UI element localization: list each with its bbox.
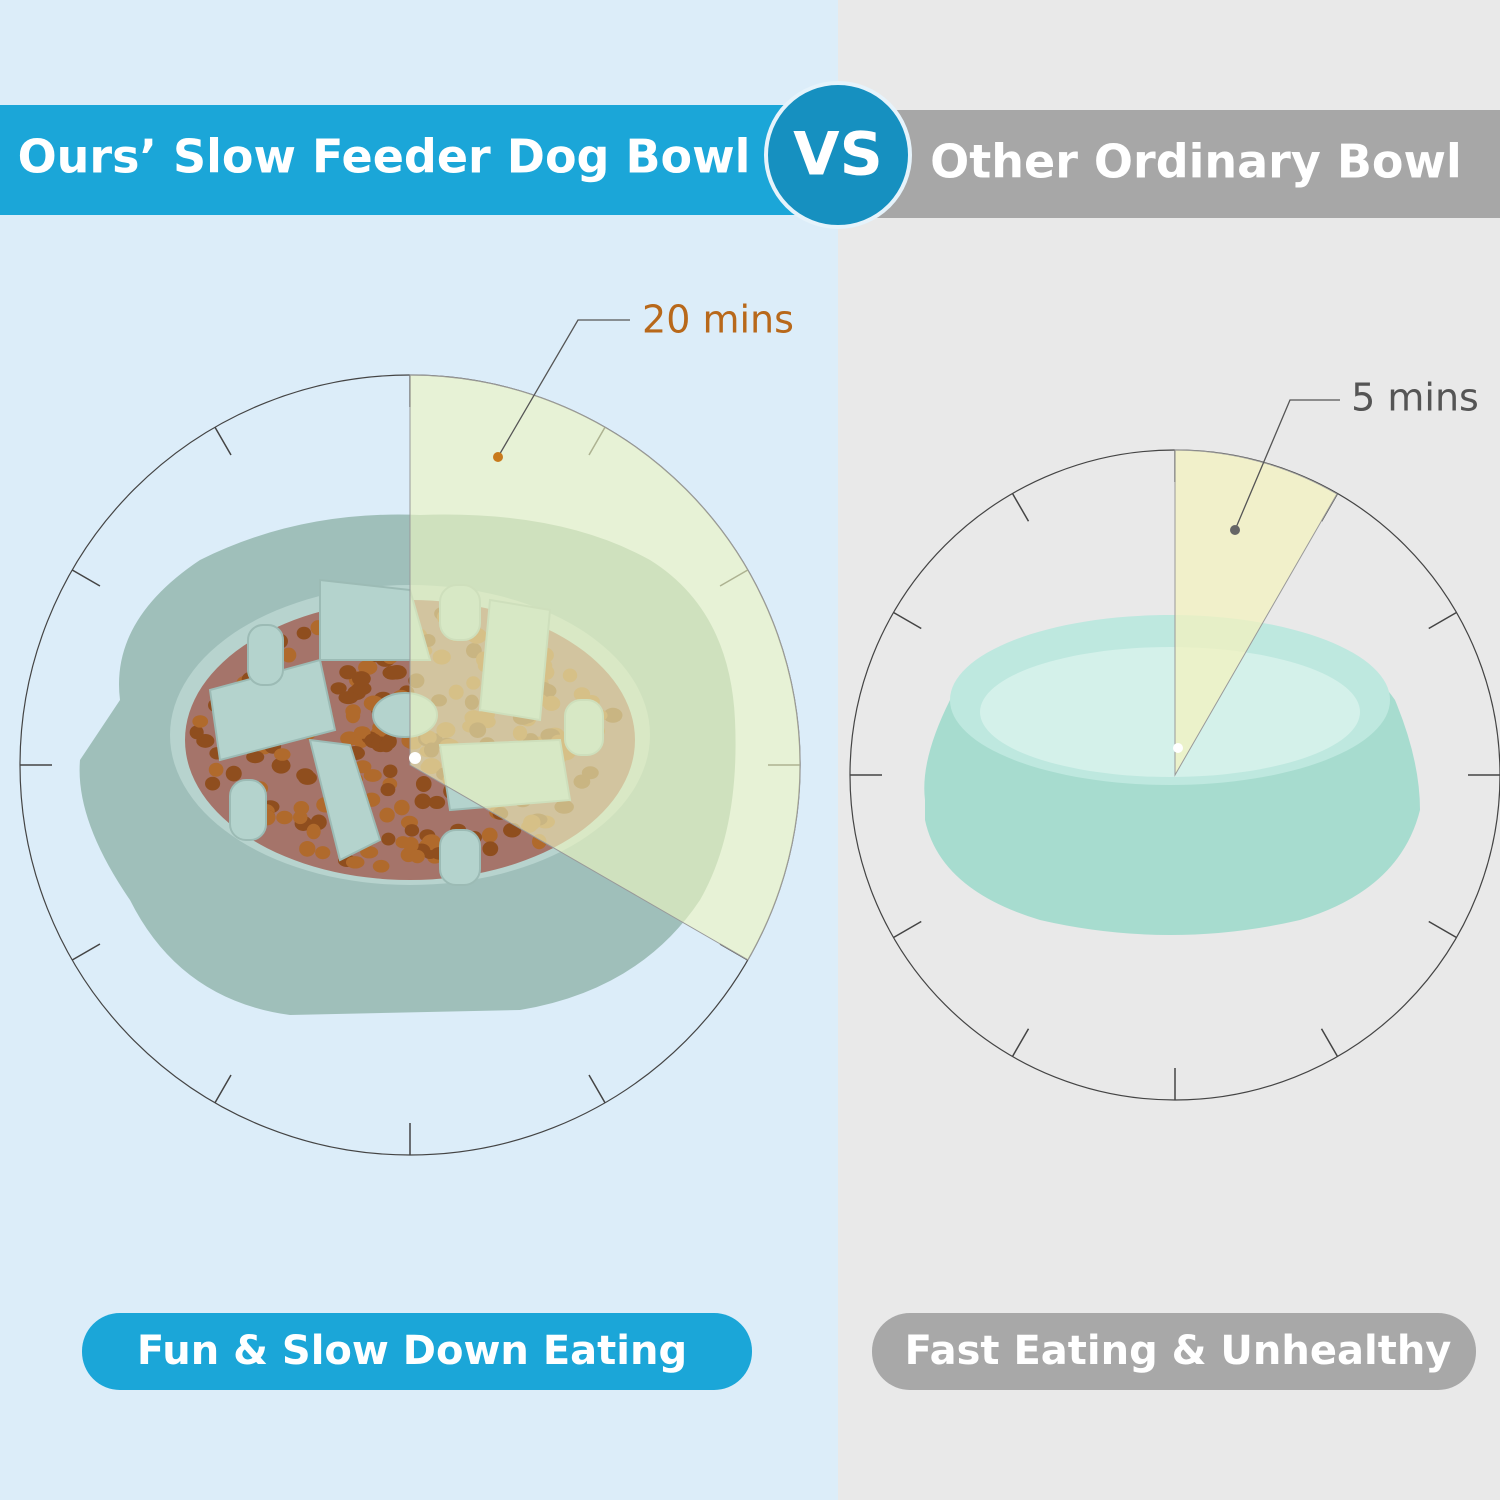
vs-badge (764, 81, 912, 229)
kibble (192, 715, 209, 728)
dial-tick (1011, 493, 1030, 522)
vs-text: VS (793, 120, 883, 190)
kibble (379, 807, 395, 823)
time-sector (409, 374, 801, 961)
kibble (296, 768, 315, 783)
kibble (296, 626, 312, 640)
kibble (382, 665, 403, 680)
dial-tick (1011, 1028, 1030, 1057)
kibble (482, 841, 499, 857)
kibble (360, 846, 379, 859)
kibble (299, 840, 316, 857)
left-time-label: 20 mins (642, 298, 794, 342)
kibble (205, 776, 221, 791)
left-header-band (0, 105, 810, 215)
kibble (315, 846, 331, 860)
kibble (293, 801, 310, 815)
kibble (383, 764, 398, 778)
kibble (246, 750, 265, 764)
dial-tick (214, 1074, 232, 1104)
kibble (345, 856, 365, 869)
dial-tick (1320, 1028, 1339, 1057)
dial-tick (71, 569, 101, 587)
left-caption-pill (82, 1313, 752, 1390)
kibble (481, 827, 498, 843)
dial-tick (893, 920, 922, 939)
center-dot (409, 752, 421, 764)
left-header: Ours’ Slow Feeder Dog Bowl (18, 130, 751, 184)
kibble (339, 665, 357, 680)
kibble (353, 726, 371, 739)
kibble (403, 836, 419, 853)
right-caption-pill (872, 1313, 1476, 1390)
kibble (274, 748, 291, 761)
kibble (189, 725, 204, 740)
dial-tick (1428, 920, 1457, 939)
kibble (372, 859, 390, 873)
kibble (271, 757, 291, 774)
kibble (338, 691, 359, 705)
right-time-label: 5 mins (1351, 376, 1479, 420)
time-sector (1174, 449, 1338, 777)
right-header: Other Ordinary Bowl (930, 135, 1462, 189)
left-caption: Fun & Slow Down Eating (137, 1328, 687, 1374)
leader-dot (493, 452, 503, 462)
dial-tick (71, 943, 101, 961)
kibble (379, 738, 394, 753)
kibble (358, 659, 378, 675)
kibble (409, 849, 425, 864)
leader-line (1234, 399, 1340, 531)
leader-dot (1230, 525, 1240, 535)
dial-tick (1428, 611, 1457, 630)
ordinary-bowl (924, 615, 1420, 935)
kibble (414, 793, 432, 810)
kibble (380, 782, 396, 797)
kibble (306, 823, 321, 840)
right-caption: Fast Eating & Unhealthy (905, 1328, 1452, 1374)
dial-tick (893, 611, 922, 630)
kibble (225, 765, 242, 782)
leader-line (497, 319, 630, 458)
center-dot (1173, 743, 1183, 753)
kibble (428, 795, 446, 810)
dial-tick (588, 1074, 606, 1104)
dial-tick (214, 426, 232, 456)
kibble (281, 647, 297, 663)
kibble (208, 762, 224, 777)
kibble (415, 776, 432, 792)
kibble (351, 671, 371, 687)
kibble (345, 707, 361, 724)
kibble (381, 832, 396, 846)
kibble (330, 682, 347, 695)
kibble (394, 799, 410, 816)
kibble (404, 824, 420, 837)
kibble (276, 810, 293, 825)
right-header-band (870, 110, 1500, 218)
kibble (363, 769, 382, 782)
